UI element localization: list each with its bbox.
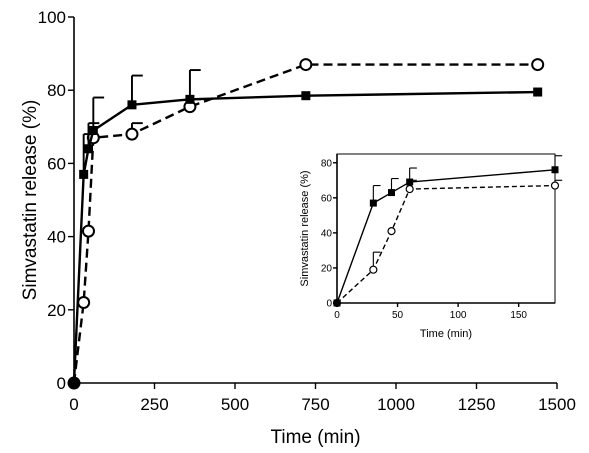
main-square-point <box>83 144 93 154</box>
main-circle-point <box>531 58 545 72</box>
inset-circle-point <box>369 265 378 274</box>
main-y-axis-title: Simvastatin release (%) <box>20 100 41 301</box>
main-square-point <box>301 91 311 101</box>
inset-y-tick-label: 40 <box>321 228 333 239</box>
inset-circle-point <box>387 227 396 236</box>
inset-square-point <box>406 178 414 186</box>
inset-square-point <box>388 189 395 197</box>
main-y-tick-label: 60 <box>47 154 66 173</box>
main-x-tick-label: 1500 <box>538 395 576 414</box>
main-circle-point <box>125 127 139 141</box>
inset-y-tick-label: 20 <box>321 263 333 274</box>
inset-circle-point <box>550 181 560 190</box>
inset-square-point <box>369 199 377 207</box>
inset-x-axis-title: Time (min) <box>420 328 472 340</box>
main-x-tick-label: 250 <box>140 395 168 414</box>
inset-y-axis-title: Simvastatin release (%) <box>299 170 311 286</box>
inset-square-point <box>551 166 559 174</box>
main-square-point <box>127 100 137 110</box>
inset-frame <box>336 153 556 304</box>
inset-x-tick-label: 0 <box>334 310 340 321</box>
inset-y-tick-label: 0 <box>326 299 332 310</box>
main-square-point <box>533 87 543 97</box>
inset-x-tick-label: 150 <box>510 310 527 321</box>
main-square-point <box>69 378 79 388</box>
main-x-tick-label: 750 <box>301 395 329 414</box>
main-x-tick-label: 1250 <box>458 395 496 414</box>
main-circle-point <box>81 224 95 238</box>
inset-x-tick-label: 100 <box>450 310 467 321</box>
main-x-axis-title: Time (min) <box>270 427 360 448</box>
inset-plot: 0 50 100 150 0 20 40 60 80 Time (min) Simvastatin … <box>299 154 563 340</box>
inset-y-tick-label: 80 <box>321 158 333 169</box>
main-y-tick-label: 40 <box>47 228 66 247</box>
main-square-point <box>79 169 89 179</box>
main-y-tick-label: 100 <box>38 8 66 27</box>
main-y-tick-label: 20 <box>47 301 66 320</box>
main-circle-point <box>299 58 313 72</box>
main-square-point <box>185 94 195 104</box>
inset-y-tick-label: 60 <box>321 193 333 204</box>
inset-square-point <box>333 299 341 307</box>
main-square-point <box>88 125 98 135</box>
inset-x-tick-label: 50 <box>392 310 404 321</box>
inset-circle-point <box>405 184 414 194</box>
main-circle-point <box>77 295 91 309</box>
main-y-tick-label: 0 <box>57 374 66 393</box>
main-circle-series-line <box>72 63 538 384</box>
main-y-tick-label: 80 <box>47 81 66 100</box>
main-x-tick-label: 500 <box>221 395 249 414</box>
main-x-tick-label: 1000 <box>377 395 415 414</box>
main-x-tick-label: 0 <box>69 395 78 414</box>
